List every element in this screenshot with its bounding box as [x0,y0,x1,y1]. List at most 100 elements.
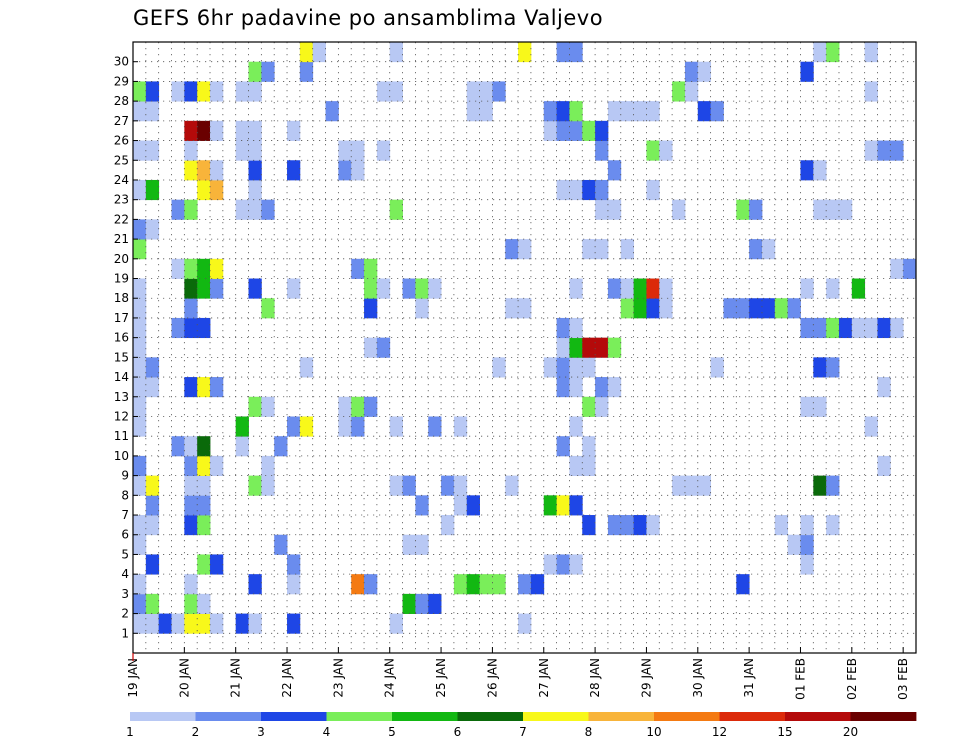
heatmap-cell [287,278,301,299]
x-tick-label: 02 FEB [845,658,859,700]
heatmap-cell [556,357,570,378]
heatmap-cell [389,475,403,496]
x-tick-label: 31 JAN [742,658,756,698]
y-tick-label: 18 [114,291,129,305]
heatmap-cell [428,278,442,299]
heatmap-cell [492,357,506,378]
heatmap-cell [441,475,455,496]
heatmap-cell [145,101,160,122]
y-tick-label: 29 [114,74,129,88]
heatmap-cell [376,278,391,299]
heatmap-cell [800,396,814,417]
heatmap-cell [184,515,198,536]
heatmap-cell [518,574,532,595]
heatmap-cell [210,179,224,201]
heatmap-cell [556,42,570,63]
heatmap-cell [171,258,185,279]
heatmap-cell [184,160,198,181]
heatmap-cell [672,81,686,102]
heatmap-cell [338,140,352,161]
heatmap-cell [453,475,468,496]
heatmap-cell [351,416,365,437]
heatmap-cell [210,258,224,279]
heatmap-cell [197,554,211,575]
heatmap-cell [633,515,647,536]
heatmap-cell [710,101,724,122]
heatmap-cell [813,475,827,496]
heatmap-cell [133,219,147,240]
heatmap-cell [659,140,673,161]
legend-label: 3 [257,725,265,739]
heatmap-cell [364,396,378,417]
heatmap-cell [800,61,814,82]
heatmap-cell [312,42,326,63]
heatmap-cell [749,199,763,220]
heatmap-cell [453,495,468,516]
heatmap-cell [235,436,249,457]
heatmap-cell [697,61,712,82]
heatmap-cell [376,81,391,102]
heatmap-cell [787,534,801,555]
heatmap-cell [235,140,249,161]
heatmap-cell [287,120,301,141]
heatmap-cell [351,140,365,161]
heatmap-cell [800,534,814,555]
legend-swatch [392,712,458,721]
heatmap-cells [133,42,917,634]
heatmap-cell [890,258,904,279]
heatmap-cell [299,61,314,82]
heatmap-cell [158,613,172,634]
heatmap-cell [184,495,198,516]
heatmap-cell [171,613,185,634]
heatmap-cell [145,593,160,614]
legend-swatch [195,712,262,721]
heatmap-cell [235,416,249,437]
heatmap-cell [210,377,224,398]
heatmap-cell [325,101,339,122]
legend-label: 5 [388,725,396,739]
heatmap-cell [826,475,840,496]
chart-title: GEFS 6hr padavine po ansamblima Valjevo [133,6,604,30]
heatmap-cell [197,436,211,457]
heatmap-cell [569,101,583,122]
y-tick-label: 14 [114,370,129,384]
heatmap-cell [864,42,878,63]
heatmap-cell [133,357,147,378]
heatmap-cell [364,298,378,319]
heatmap-cell [133,239,147,260]
heatmap-cell [569,377,583,398]
heatmap-cell [466,574,480,595]
heatmap-cell [197,317,211,339]
heatmap-cell [351,160,365,181]
heatmap-cell [261,475,275,496]
heatmap-cell [582,357,596,378]
heatmap-cell [248,574,262,595]
heatmap-cell [518,613,532,634]
heatmap-cell [543,357,557,378]
y-tick-label: 4 [121,567,129,581]
heatmap-cell [184,436,198,457]
x-tick-label: 03 FEB [896,658,910,700]
x-tick-label: 23 JAN [331,658,345,698]
heatmap-cell [774,298,789,319]
heatmap-cell [197,258,211,279]
heatmap-cell [364,278,378,299]
heatmap-cell [338,160,352,181]
heatmap-cell [620,278,635,299]
heatmap-cell [453,416,468,437]
x-tick-label: 22 JAN [280,658,294,698]
heatmap-cell [569,554,583,575]
x-tick-label: 28 JAN [588,658,602,698]
heatmap-cell [184,140,198,161]
heatmap-cell [633,278,647,299]
heatmap-cell [697,475,712,496]
heatmap-cell [505,239,519,260]
heatmap-cell [864,317,878,339]
heatmap-cell [556,317,570,339]
heatmap-cell [428,593,442,614]
heatmap-cell [813,357,827,378]
heatmap-cell [813,199,827,220]
heatmap-cell [826,199,840,220]
heatmap-cell [248,396,262,417]
heatmap-cell [184,377,198,398]
